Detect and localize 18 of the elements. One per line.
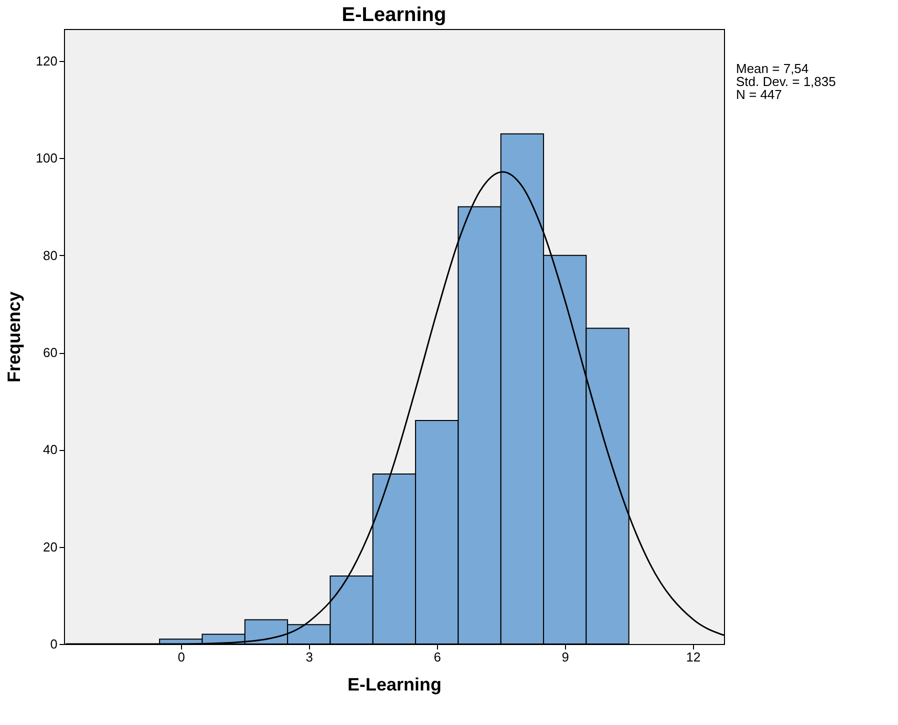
y-tick-label: 20 <box>43 539 58 554</box>
x-tick-label: 3 <box>306 650 314 664</box>
y-tick-label: 100 <box>36 150 58 166</box>
x-tick-label: 9 <box>562 650 569 664</box>
x-tick-label: 6 <box>434 650 441 664</box>
y-tick-label: 60 <box>43 345 58 360</box>
y-tick-label: 0 <box>50 636 58 652</box>
y-tick-label: 40 <box>43 442 58 458</box>
text: Mean = 7,54 <box>736 61 809 76</box>
text: Std. Dev. = 1,835 <box>736 74 836 89</box>
y-axis-title: Frequency <box>4 291 24 383</box>
x-tick-label: 0 <box>178 650 186 664</box>
chart-title: E-Learning <box>342 4 446 26</box>
text: N = 447 <box>736 87 782 102</box>
x-axis-title: E-Learning <box>347 674 442 694</box>
y-tick-label: 120 <box>36 54 58 69</box>
x-tick-label: 12 <box>686 650 701 664</box>
y-tick-label: 80 <box>43 248 58 263</box>
